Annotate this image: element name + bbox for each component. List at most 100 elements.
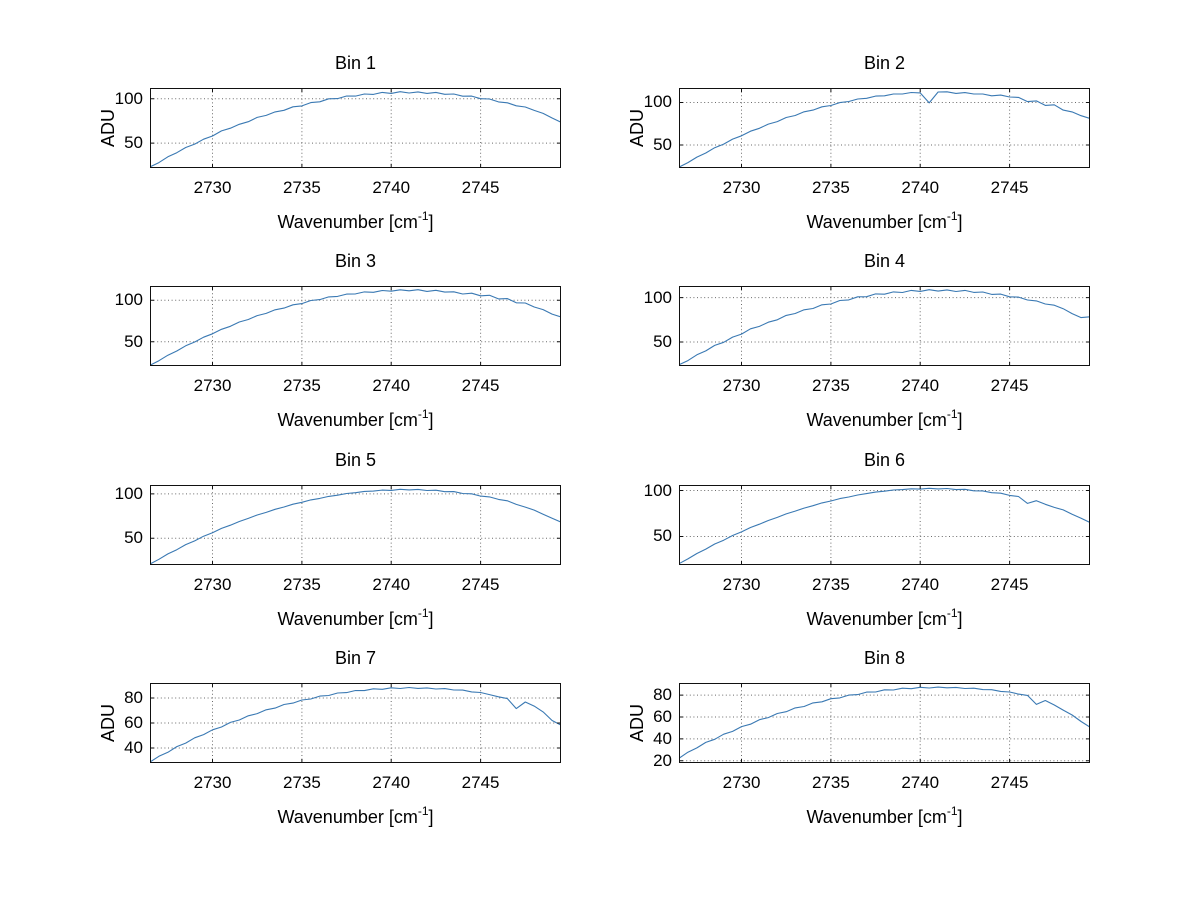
subplot-bin-4: Bin 4 50 100 2730 2735 2740 2745 Wavenumber …	[584, 246, 1104, 438]
plot-area	[150, 286, 561, 366]
x-tick-label: 2730	[193, 376, 232, 395]
plot-title: Bin 6	[863, 450, 906, 470]
grid-lines	[679, 286, 1090, 366]
x-tick-label: 2730	[722, 773, 761, 792]
data-line	[679, 91, 1090, 168]
axis-box	[150, 485, 561, 565]
x-axis-label-text: Wavenumber [cm	[806, 807, 947, 827]
y-tick-label: 50	[653, 135, 672, 155]
y-tick-label: 100	[643, 92, 672, 112]
x-tick-label: 2745	[990, 178, 1029, 197]
y-tick-label: 50	[653, 526, 672, 546]
x-tick-label: 2745	[990, 773, 1029, 792]
x-axis-label-superscript: -1	[417, 804, 429, 818]
x-tick-label: 2735	[811, 773, 850, 792]
plot-area	[150, 683, 561, 763]
x-tick-label: 2730	[722, 575, 761, 594]
spectrum-line-chart	[679, 286, 1090, 366]
x-axis-label: Wavenumber [cm-1]	[679, 404, 1090, 431]
tick-marks	[679, 683, 1090, 763]
x-axis-label-suffix: ]	[957, 807, 963, 827]
data-line	[679, 289, 1090, 366]
plot-title: Bin 8	[863, 648, 906, 668]
spectrum-line-chart	[150, 88, 561, 168]
x-axis-label-superscript: -1	[417, 407, 429, 421]
data-line	[679, 686, 1090, 759]
x-axis-label-text: Wavenumber [cm	[806, 609, 947, 629]
subplot-bin-6: Bin 6 50 100 2730 2735 2740 2745 Wavenumber …	[584, 445, 1104, 637]
plot-title: Bin 7	[334, 648, 377, 668]
spectrum-line-chart	[679, 485, 1090, 565]
x-tick-label: 2740	[372, 575, 411, 594]
x-tick-label: 2730	[722, 178, 761, 197]
grid-lines	[679, 88, 1090, 168]
x-tick-label: 2735	[282, 575, 321, 594]
x-axis-label: Wavenumber [cm-1]	[679, 206, 1090, 233]
x-tick-label: 2745	[461, 773, 500, 792]
y-tick-label: 100	[643, 287, 672, 307]
x-tick-label: 2740	[372, 178, 411, 197]
y-tick-label: 60	[653, 706, 672, 726]
x-axis-label-text: Wavenumber [cm	[277, 410, 418, 430]
plot-title: Bin 1	[334, 53, 377, 73]
grid-lines	[150, 286, 561, 366]
x-axis-label-superscript: -1	[946, 606, 958, 620]
grid-lines	[679, 485, 1090, 565]
x-axis-label-suffix: ]	[428, 410, 434, 430]
x-tick-label: 2735	[811, 376, 850, 395]
grid-lines	[150, 485, 561, 565]
x-tick-label: 2730	[193, 773, 232, 792]
x-axis-label-text: Wavenumber [cm	[806, 212, 947, 232]
y-tick-label: 80	[653, 685, 672, 705]
x-tick-label: 2735	[282, 178, 321, 197]
tick-marks	[150, 485, 561, 565]
x-axis-label-text: Wavenumber [cm	[277, 609, 418, 629]
x-tick-label: 2735	[282, 773, 321, 792]
x-tick-label: 2745	[461, 575, 500, 594]
tick-marks	[679, 485, 1090, 565]
plot-title: Bin 4	[863, 251, 906, 271]
x-tick-label: 2730	[722, 376, 761, 395]
axis-box	[150, 683, 561, 763]
x-axis-label-superscript: -1	[946, 804, 958, 818]
x-axis-label-superscript: -1	[946, 407, 958, 421]
subplot-bin-3: Bin 3 50 100 2730 2735 2740 2745 Wavenumber …	[55, 246, 575, 438]
x-tick-label: 2730	[193, 575, 232, 594]
grid-lines	[679, 683, 1090, 763]
data-line	[150, 91, 561, 168]
x-tick-label: 2740	[901, 773, 940, 792]
x-tick-label: 2745	[990, 575, 1029, 594]
x-tick-label: 2745	[461, 376, 500, 395]
x-axis-label: Wavenumber [cm-1]	[150, 603, 561, 630]
grid-lines	[150, 683, 561, 763]
plot-area	[150, 88, 561, 168]
subplot-bin-7: Bin 7 ADU 40 60 80 2730 2735 2740 2745 Wavenu…	[55, 643, 575, 835]
tick-marks	[679, 286, 1090, 366]
plot-title: Bin 3	[334, 251, 377, 271]
y-tick-label: 60	[124, 713, 143, 732]
data-line	[150, 686, 561, 763]
subplot-bin-2: Bin 2 ADU 50 100 2730 2735 2740 2745 Wavenum…	[584, 48, 1104, 240]
x-tick-label: 2745	[990, 376, 1029, 395]
plot-area	[679, 485, 1090, 565]
spectrum-line-chart	[150, 485, 561, 565]
x-axis-label-text: Wavenumber [cm	[277, 807, 418, 827]
y-tick-label: 50	[124, 528, 143, 548]
spectrum-line-chart	[679, 683, 1090, 763]
spectrum-line-chart	[150, 286, 561, 366]
grid-lines	[150, 88, 561, 168]
plot-area	[679, 88, 1090, 168]
x-axis-label: Wavenumber [cm-1]	[150, 206, 561, 233]
tick-marks	[150, 286, 561, 366]
x-tick-label: 2740	[372, 773, 411, 792]
x-axis-label-superscript: -1	[417, 209, 429, 223]
subplot-bin-8: Bin 8 ADU 20 40 60 80 2730 2735 2740 2745 Wave…	[584, 643, 1104, 835]
axis-box	[679, 88, 1090, 168]
x-tick-label: 2735	[282, 376, 321, 395]
x-axis-label: Wavenumber [cm-1]	[679, 603, 1090, 630]
x-axis-label: Wavenumber [cm-1]	[150, 801, 561, 828]
spectrum-line-chart	[679, 88, 1090, 168]
x-tick-label: 2735	[811, 575, 850, 594]
y-tick-label: 100	[114, 290, 143, 310]
